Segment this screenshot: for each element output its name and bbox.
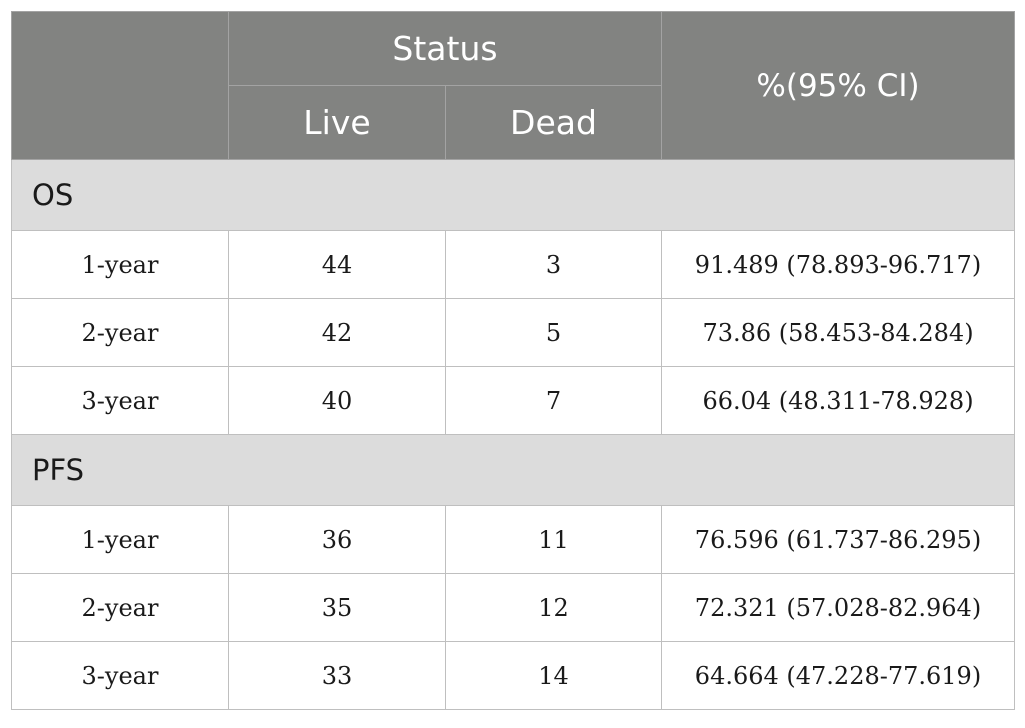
header-live: Live (228, 85, 446, 160)
cell-ci: 91.489 (78.893-96.717) (661, 230, 1015, 299)
cell-period: 1-year (11, 505, 229, 574)
cell-live: 40 (228, 366, 446, 435)
cell-period: 3-year (11, 641, 229, 710)
header-dead: Dead (445, 85, 662, 160)
cell-ci: 73.86 (58.453-84.284) (661, 298, 1015, 367)
header-row-1: Status %(95% CI) (11, 11, 1015, 160)
cell-period: 2-year (11, 573, 229, 642)
cell-dead: 14 (445, 641, 662, 710)
section-row-pfs: PFS (11, 434, 1015, 506)
cell-live: 36 (228, 505, 446, 574)
cell-live: 44 (228, 230, 446, 299)
table-body: OS 1-year 44 3 91.489 (78.893-96.717) 2-… (11, 159, 1015, 710)
table-row: 2-year 35 12 72.321 (57.028-82.964) (11, 573, 1015, 642)
cell-period: 1-year (11, 230, 229, 299)
section-row-os: OS (11, 159, 1015, 231)
cell-period: 2-year (11, 298, 229, 367)
section-label: PFS (11, 434, 1015, 506)
table-row: 1-year 44 3 91.489 (78.893-96.717) (11, 230, 1015, 299)
header-ci: %(95% CI) (661, 11, 1015, 160)
cell-ci: 66.04 (48.311-78.928) (661, 366, 1015, 435)
cell-period: 3-year (11, 366, 229, 435)
table-row: 2-year 42 5 73.86 (58.453-84.284) (11, 298, 1015, 367)
survival-table: Status %(95% CI) Live Dead OS 1-year 44 … (11, 11, 1015, 710)
table-row: 1-year 36 11 76.596 (61.737-86.295) (11, 505, 1015, 574)
cell-ci: 76.596 (61.737-86.295) (661, 505, 1015, 574)
cell-dead: 7 (445, 366, 662, 435)
cell-dead: 11 (445, 505, 662, 574)
cell-live: 35 (228, 573, 446, 642)
cell-ci: 64.664 (47.228-77.619) (661, 641, 1015, 710)
header-status: Status (228, 11, 662, 86)
cell-dead: 12 (445, 573, 662, 642)
cell-live: 42 (228, 298, 446, 367)
cell-dead: 5 (445, 298, 662, 367)
cell-ci: 72.321 (57.028-82.964) (661, 573, 1015, 642)
table-row: 3-year 40 7 66.04 (48.311-78.928) (11, 366, 1015, 435)
header-row-2: Live Dead (12, 85, 1015, 160)
cell-live: 33 (228, 641, 446, 710)
section-label: OS (11, 159, 1015, 231)
table-row: 3-year 33 14 64.664 (47.228-77.619) (11, 641, 1015, 710)
table-header: Status %(95% CI) Live Dead (11, 11, 1015, 160)
header-empty-cell (11, 11, 229, 160)
cell-dead: 3 (445, 230, 662, 299)
